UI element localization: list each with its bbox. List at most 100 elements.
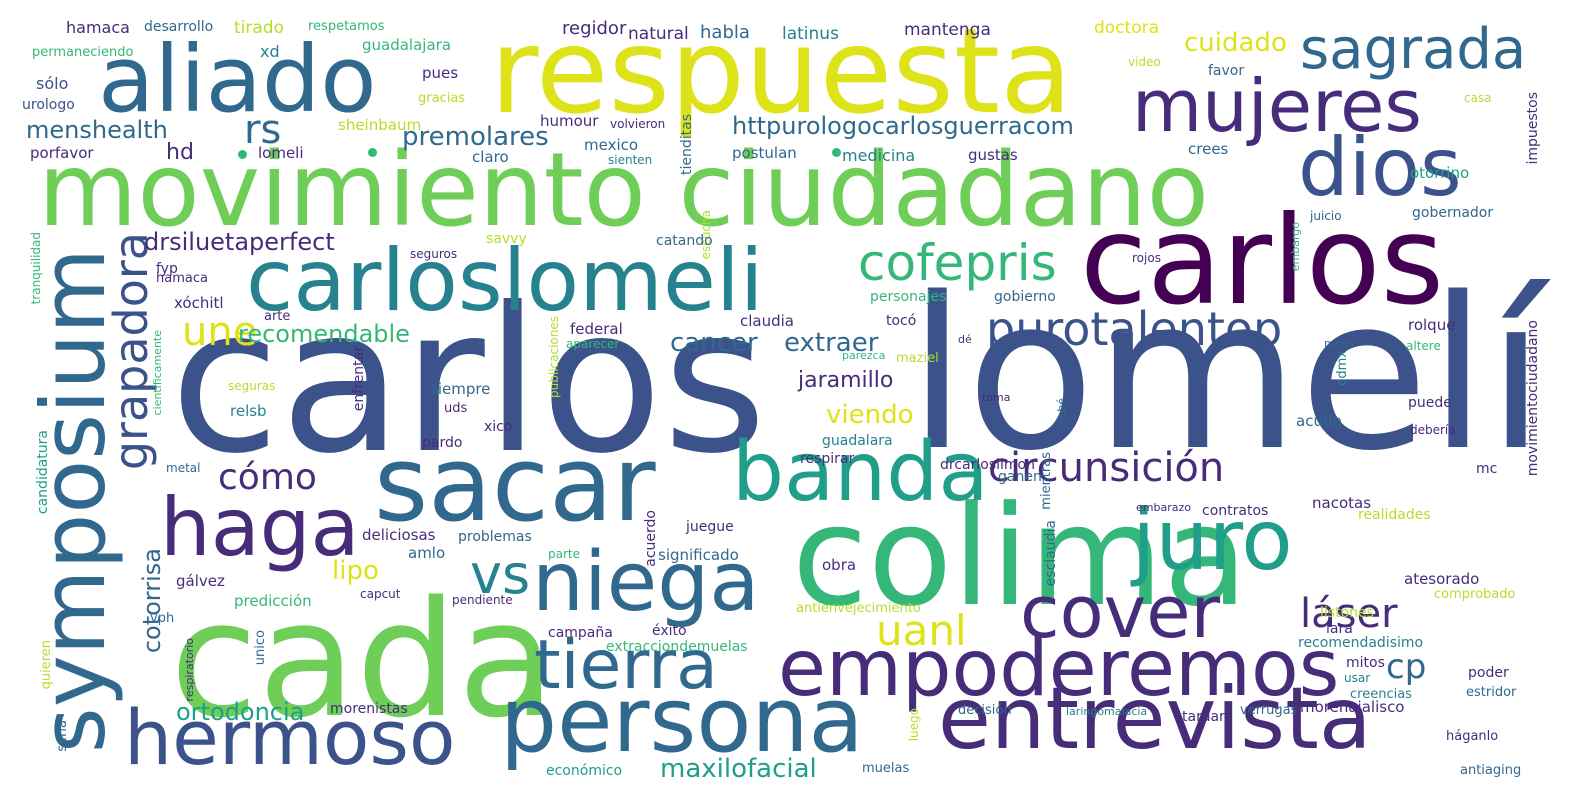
word: mujeres [1132,64,1422,148]
word: carlos [1080,190,1445,332]
word: sienten [608,153,653,167]
word: favor [1208,63,1245,79]
word: bebé [1055,398,1068,426]
word: rs [244,107,282,153]
word: laringomalacia [1066,705,1148,718]
word: capcut [360,587,401,601]
word: cuidado [1184,28,1287,58]
word: urologo [22,97,75,113]
word: cotorrisa [138,548,166,654]
word: xico [484,419,513,435]
word: cp [1386,647,1427,687]
word: usar [1344,671,1371,685]
dot-mark [832,148,841,157]
word: guadalajara [362,36,452,54]
word: federal [570,320,623,338]
word: antienvejecimiento [796,601,921,616]
word: gálvez [176,572,225,590]
word: deliciosas [362,526,436,544]
word: recomendadisimo [1298,635,1424,651]
word: luego [907,708,921,742]
word: uds [444,401,468,416]
word: candidatura [35,430,51,515]
word: empoderemos [778,624,1340,714]
word: vs [470,543,531,606]
word: seguros [410,247,458,261]
word: aliado [98,26,377,133]
word: xóchitl [174,294,224,312]
word: comprobado [1434,587,1516,602]
word: predicción [234,592,312,610]
word: relsb [230,402,267,420]
word: siempre [430,380,491,398]
word: sacar [374,423,656,545]
word: morenistas [330,701,408,717]
word: sagrada [1300,17,1527,82]
word: parezca [842,349,886,362]
word: lipo [332,556,379,586]
word: verrugas [1240,703,1298,718]
word: lara [1326,621,1353,637]
word: pendiente [452,593,513,607]
word: tranquilidad [29,232,43,305]
word: claudia [740,312,794,330]
word: fyp [156,261,178,277]
word: toma [982,391,1011,404]
word: lomelí [908,252,1546,497]
word: mientras [1039,452,1054,510]
word: hd [166,140,194,165]
word: dios [1298,121,1462,214]
word: respetamos [308,19,385,34]
word: postulan [732,144,797,162]
word: quieren [39,640,54,690]
word: arte [264,309,291,324]
word: cómo [218,457,317,498]
word: vph [150,611,175,626]
word: mantenga [904,20,991,40]
word: gobierno [994,289,1056,305]
word: hamaca [156,271,208,286]
word: tienditas [679,114,695,176]
word: amlo [408,544,446,562]
word: poder [1468,665,1509,681]
word: otorrino [1410,164,1470,182]
word: cdmx [1335,350,1350,386]
word: unico [253,630,268,666]
word: embarazo [1136,501,1191,514]
word: lomeli [258,144,304,162]
word: porfavor [30,144,94,162]
word: contratos [1202,503,1269,519]
word: ganen [998,469,1042,485]
word: crees [1188,140,1229,158]
word: antiaging [1460,763,1522,778]
word: savvy [486,231,527,247]
word: extraer [784,328,879,358]
word: esclaudia [1043,520,1059,587]
word: guadalara [822,433,893,449]
word: seguras [228,379,276,393]
word: haga [160,481,360,574]
word: rolque [1408,316,1456,334]
word: decisión [958,703,1012,718]
word: económico [546,763,623,779]
word: tardar [1182,709,1225,725]
word: video [1128,55,1161,69]
word: enfrentar [351,346,367,412]
word: obra [822,556,857,574]
word: dé [958,333,972,346]
word: juro [1132,491,1293,589]
word: puede [1408,395,1452,411]
word: altere [1406,339,1441,353]
word: pues [422,64,459,82]
word: banda [732,425,989,520]
word: tocó [886,313,917,329]
word: viendo [826,400,914,430]
word: une [182,309,258,355]
word: significado [658,546,739,564]
word: grapadora [104,232,158,471]
word: xd [260,42,280,61]
word: cada [170,566,556,753]
word: doctora [1094,18,1160,38]
word: éxito [652,623,687,639]
